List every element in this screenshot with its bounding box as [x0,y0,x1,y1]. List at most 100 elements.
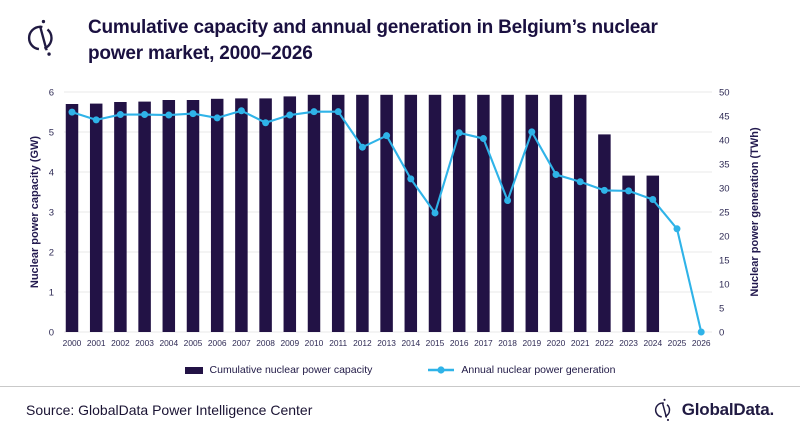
right-y-tick-label: 40 [719,136,730,147]
capacity-bar [259,98,272,333]
capacity-bar [404,94,418,332]
legend-item-generation: Annual nuclear power generation [428,364,615,376]
capacity-bar [89,103,103,332]
capacity-bar [210,98,224,332]
right-y-tick-label: 0 [719,328,724,339]
capacity-bar [65,104,79,332]
left-y-tick-label: 2 [49,248,54,259]
right-y-tick-label: 30 [719,184,730,195]
generation-point [600,186,608,194]
generation-point [528,128,536,136]
right-axis-title: Nuclear power generation (TWh) [749,127,761,297]
x-tick-label: 2004 [159,338,178,348]
globaldata-wordmark: GlobalData. [681,400,774,419]
generation-point [649,196,657,204]
generation-point [383,132,391,140]
report-footer: Source: GlobalData Power Intelligence Ce… [0,387,800,423]
capacity-swatch-icon [184,366,203,374]
left-y-tick-label: 3 [49,208,54,219]
x-tick-label: 2011 [329,338,347,348]
x-tick-label: 2009 [280,338,299,348]
capacity-bar [186,100,200,332]
right-y-tick-label: 50 [719,88,730,99]
capacity-bar [525,94,539,332]
left-y-tick-label: 5 [49,128,54,139]
footer-divider [0,386,800,387]
source-text: Source: GlobalData Power Intelligence Ce… [26,402,313,418]
capacity-bar [501,94,514,332]
capacity-bar [549,94,563,332]
generation-point [262,119,270,127]
x-tick-label: 2008 [256,338,275,348]
x-tick-label: 2006 [208,338,227,348]
generation-point [625,187,633,195]
right-y-tick-label: 35 [719,160,730,171]
generation-point [576,178,584,186]
capacity-bar [138,101,151,332]
right-y-tick-label: 45 [719,112,730,123]
x-tick-label: 2001 [87,338,106,348]
legend-item-capacity: Cumulative nuclear power capacity [184,364,372,376]
x-tick-label: 2019 [522,338,541,348]
globaldata-mark-icon [650,397,676,423]
x-tick-label: 2023 [619,338,638,348]
generation-point [286,111,294,119]
x-tick-label: 2002 [111,338,130,348]
left-y-tick-label: 0 [49,328,54,339]
generation-point [213,114,221,122]
generation-point [165,111,173,119]
x-tick-label: 2010 [305,338,324,348]
x-tick-label: 2014 [401,338,420,348]
capacity-bar [573,94,587,332]
x-tick-label: 2021 [571,338,590,348]
capacity-bar [235,98,248,333]
generation-point [407,175,415,183]
chart-title-line1: Cumulative capacity and annual generatio… [88,17,658,38]
chart-title: Cumulative capacity and annual generatio… [88,15,658,67]
right-y-tick-label: 20 [719,232,730,243]
capacity-bar [380,94,393,332]
generation-point [673,225,681,233]
generation-point [92,116,100,124]
x-tick-label: 2016 [450,338,469,348]
x-tick-label: 2012 [353,338,372,348]
generation-swatch-icon [428,366,455,374]
capacity-bar [331,94,345,332]
x-tick-label: 2000 [63,338,82,348]
right-y-tick-label: 5 [719,304,724,315]
x-tick-label: 2015 [426,338,445,348]
capacity-bar [646,175,660,332]
generation-point [697,328,705,336]
x-tick-label: 2024 [643,338,662,348]
capacity-bar [162,100,176,332]
generation-point [431,209,439,217]
generation-point [116,111,124,119]
chart-legend: Cumulative nuclear power capacity Annual… [0,361,800,379]
generation-point [68,108,76,116]
globaldata-brand: GlobalData. [650,397,774,423]
generation-point [552,171,560,179]
right-y-tick-label: 25 [719,208,730,219]
x-tick-label: 2003 [135,338,154,348]
left-axis-title: Nuclear power capacity (GW) [29,136,41,289]
x-tick-label: 2026 [692,338,711,348]
left-y-tick-label: 6 [49,88,54,99]
capacity-bar [307,94,321,332]
capacity-bar [356,94,369,332]
capacity-bar [622,175,635,332]
generation-point [189,110,197,118]
report-header: Cumulative capacity and annual generatio… [0,0,800,70]
capacity-bar [283,96,297,333]
globaldata-mark-icon [20,17,62,59]
x-tick-label: 2025 [668,338,687,348]
right-y-tick-label: 15 [719,256,730,267]
capacity-bar [598,134,611,332]
x-tick-label: 2020 [547,338,566,348]
generation-point [334,108,342,116]
generation-point [504,196,512,204]
generation-point [479,135,487,143]
x-tick-label: 2013 [377,338,396,348]
generation-point [358,143,366,151]
capacity-bar [452,94,466,332]
